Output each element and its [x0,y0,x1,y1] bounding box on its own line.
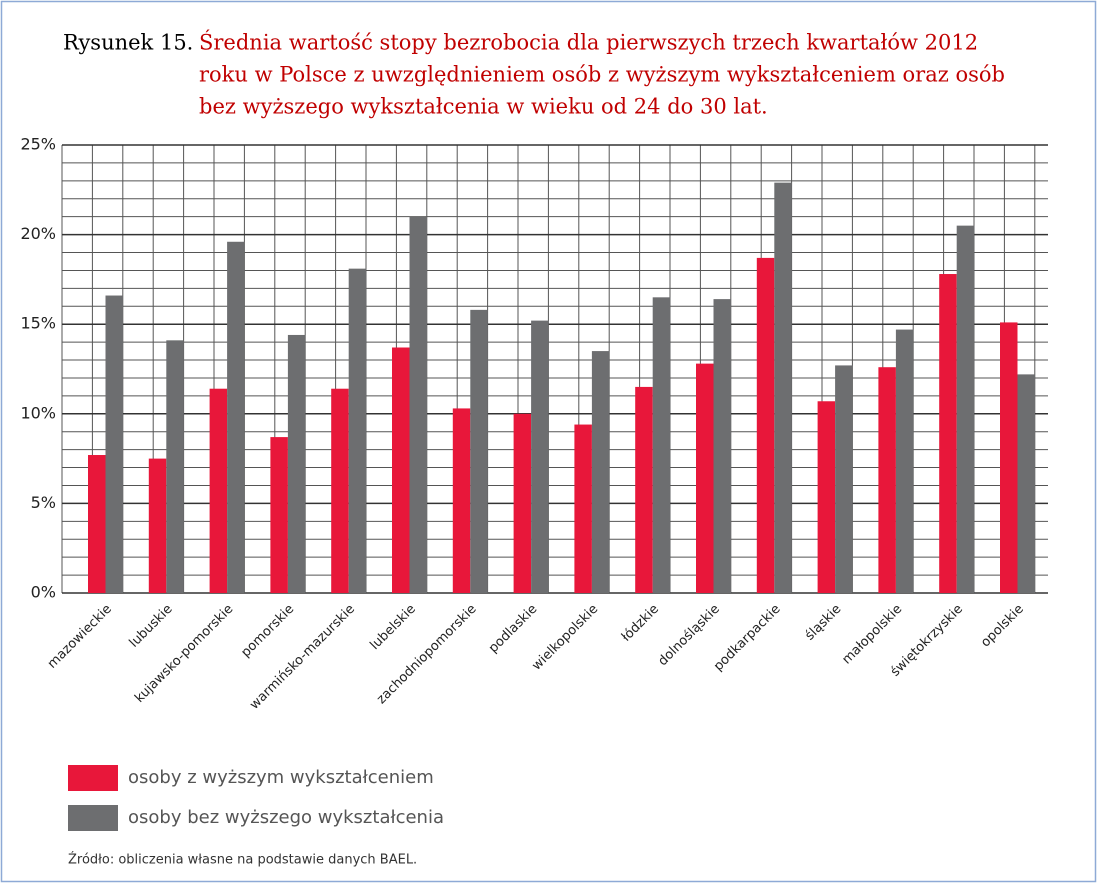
bar [348,268,367,593]
legend-swatch [68,805,118,831]
legend-swatch [68,765,118,791]
x-tick-label: zachodniopomorskie [374,602,480,708]
source-note: Źródło: obliczenia własne na podstawie d… [68,852,417,868]
bar [774,182,792,593]
x-tick-label: podlaskie [486,602,540,656]
bar [88,455,106,593]
x-tick-label: mazowieckie [45,602,115,672]
bar [287,334,306,593]
bar [895,329,914,593]
chart-title: roku w Polsce z uwzględnieniem osób z wy… [199,63,1005,87]
bar [409,216,427,593]
legend-label: osoby bez wyższego wykształcenia [128,807,444,828]
x-tick-label: lubelskie [367,602,418,653]
bar [756,257,775,593]
bar [209,388,228,593]
bar [531,320,549,593]
figure-label: Rysunek 15. [63,31,193,55]
bar [1017,374,1035,593]
bar [513,413,532,593]
bar [635,386,653,593]
bar [591,351,610,593]
bar [331,388,349,593]
bar [166,340,184,593]
x-tick-label: śląskie [802,602,844,644]
bar [878,367,896,593]
bar [652,297,671,593]
x-tick-label: małopolskie [839,602,905,668]
y-tick-label: 20% [20,224,56,243]
x-tick-label: dolnośląskie [655,602,722,669]
y-tick-label: 10% [20,403,56,422]
x-tick-label: warmińsko-mazurskie [247,602,358,713]
bar [939,274,957,593]
x-tick-label: opolskie [978,602,1027,651]
chart-title: Średnia wartość stopy bezrobocia dla pie… [199,30,978,55]
legend-label: osoby z wyższym wykształceniem [128,767,434,788]
bar [574,424,592,593]
bar [270,437,288,593]
bar [956,225,975,593]
bar [392,347,410,593]
bar [817,401,836,593]
bar [835,365,853,593]
bar [1000,322,1018,593]
bar [227,241,245,593]
x-tick-label: pomorskie [238,602,297,661]
x-tick-label: kujawsko-pomorskie [132,602,236,706]
x-tick-label: lubuskie [127,602,176,651]
y-tick-label: 5% [31,493,56,512]
y-tick-label: 25% [20,135,56,154]
y-tick-label: 15% [20,314,56,333]
chart-title: bez wyższego wykształcenia w wieku od 24… [199,95,768,119]
bar [470,309,488,593]
bar [452,408,471,593]
bar [713,299,731,593]
y-tick-label: 0% [31,583,56,602]
bar [696,363,714,593]
bar [105,295,123,593]
x-tick-label: łódzkie [619,602,662,645]
bar [148,458,167,593]
